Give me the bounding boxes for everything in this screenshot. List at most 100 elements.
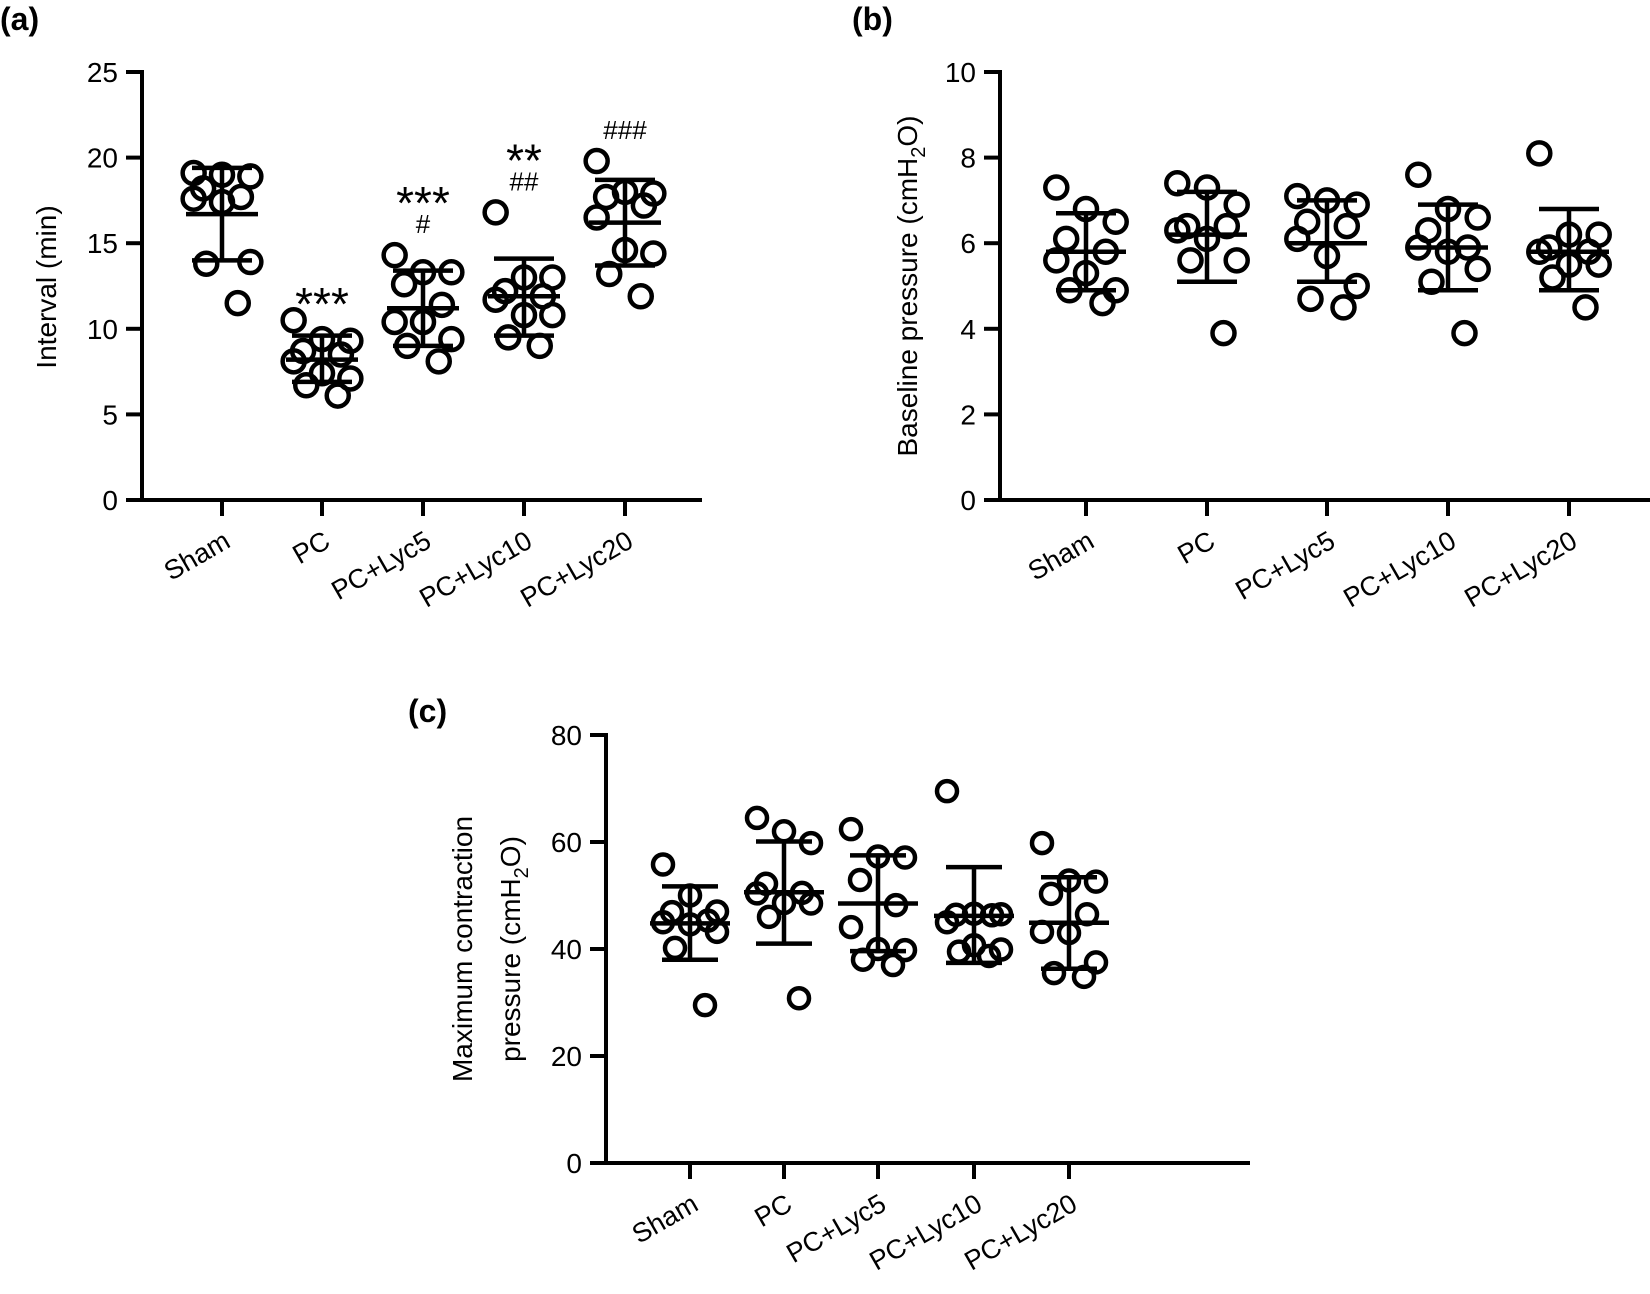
data-point — [1313, 242, 1341, 270]
data-point — [1555, 251, 1583, 278]
x-tick-label: PC+Lyc5 — [1230, 525, 1340, 606]
data-point — [394, 332, 421, 360]
data-point — [1526, 140, 1553, 167]
data-point — [224, 289, 251, 317]
data-point — [880, 952, 906, 978]
data-point — [510, 264, 538, 291]
data-point — [771, 890, 797, 916]
data-point — [280, 306, 307, 334]
group-pc-lyc10 — [1405, 161, 1491, 347]
group-pc-lyc20 — [1526, 140, 1612, 321]
panel-c-y-axis-title-end: O) — [495, 836, 526, 867]
x-tick-label: Sham — [159, 525, 235, 586]
data-point — [630, 192, 658, 219]
data-point — [438, 325, 465, 353]
data-point — [1102, 208, 1129, 236]
data-point — [892, 937, 918, 963]
data-point — [692, 992, 718, 1018]
data-point — [1572, 294, 1599, 321]
y-tick-label: 25 — [87, 57, 118, 88]
data-point — [583, 147, 610, 175]
significance-hash: ### — [603, 115, 647, 145]
x-tick-label: PC+Lyc20 — [1459, 525, 1582, 613]
data-point — [1585, 251, 1612, 278]
panel-b-label: (b) — [852, 1, 893, 37]
data-point — [1029, 919, 1055, 945]
data-point — [583, 204, 610, 231]
data-point — [650, 852, 676, 877]
data-point — [337, 365, 364, 392]
panel-c-label: (c) — [408, 693, 447, 729]
data-point — [208, 188, 236, 216]
group-pc — [1164, 170, 1250, 347]
panel-b-y-axis-title: Baseline pressure (cmH2O) — [892, 115, 930, 456]
data-point — [425, 348, 452, 375]
data-point — [482, 199, 509, 226]
data-point — [1213, 212, 1241, 240]
y-tick-label: 10 — [945, 57, 976, 88]
group-sham — [180, 159, 264, 317]
data-point — [756, 904, 782, 930]
data-point — [1043, 174, 1070, 201]
data-point — [798, 830, 824, 856]
data-point — [510, 301, 538, 329]
significance-stars: ** — [506, 134, 542, 186]
data-point — [327, 341, 355, 368]
data-point — [946, 939, 972, 964]
y-tick-label: 0 — [960, 485, 976, 516]
x-tick-label: PC — [1173, 525, 1220, 570]
panel-b-y-axis-title-subscript: 2 — [908, 147, 930, 158]
data-point — [438, 259, 465, 286]
data-point — [1539, 264, 1566, 291]
panel-c: (c) Maximum contraction pressure (cmH2O)… — [408, 693, 1250, 1276]
data-point — [1056, 277, 1083, 304]
data-point — [1434, 195, 1462, 223]
data-point — [677, 912, 703, 937]
data-point — [838, 914, 864, 940]
data-point — [1072, 259, 1100, 287]
data-point — [1297, 285, 1324, 313]
data-point — [381, 308, 408, 336]
x-tick-label: PC+Lyc20 — [515, 525, 638, 613]
data-point — [280, 348, 307, 375]
data-point — [640, 240, 667, 267]
data-point — [1223, 247, 1250, 274]
data-point — [1193, 225, 1221, 253]
panel-c-y-axis-title-main: pressure (cmH — [495, 878, 526, 1062]
x-tick-label: PC — [750, 1188, 797, 1233]
data-point — [1343, 191, 1370, 218]
group-pc-lyc5 — [838, 816, 918, 978]
data-point — [409, 308, 437, 336]
panel-c-y-ticks: 0 20 40 60 80 — [551, 720, 606, 1179]
group-pc-lyc10 — [934, 778, 1014, 969]
data-point — [1052, 225, 1080, 253]
data-point — [237, 163, 264, 190]
panel-b-y-axis-title-end: O) — [892, 115, 923, 146]
panel-b-y-axis-title-main: Baseline pressure (cmH — [892, 158, 923, 457]
data-point — [1405, 161, 1432, 188]
data-point — [786, 985, 812, 1011]
y-tick-label: 0 — [566, 1148, 582, 1179]
data-point — [180, 185, 207, 212]
y-tick-label: 60 — [551, 827, 582, 858]
data-point — [1464, 255, 1491, 283]
data-point — [409, 259, 437, 286]
data-point — [1284, 225, 1311, 253]
data-point — [1526, 238, 1553, 266]
group-sham — [650, 852, 730, 1018]
data-point — [1083, 950, 1109, 975]
group-pc — [744, 805, 824, 1011]
panel-c-marks — [650, 778, 1109, 1018]
data-point — [1072, 195, 1100, 223]
data-point — [1313, 187, 1341, 214]
data-point — [627, 283, 654, 310]
data-point — [1333, 212, 1361, 240]
group-pc: *** — [280, 278, 364, 409]
significance-stars: *** — [396, 177, 450, 229]
data-point — [293, 372, 320, 399]
data-point — [1043, 247, 1070, 274]
group-sham — [1043, 174, 1129, 317]
